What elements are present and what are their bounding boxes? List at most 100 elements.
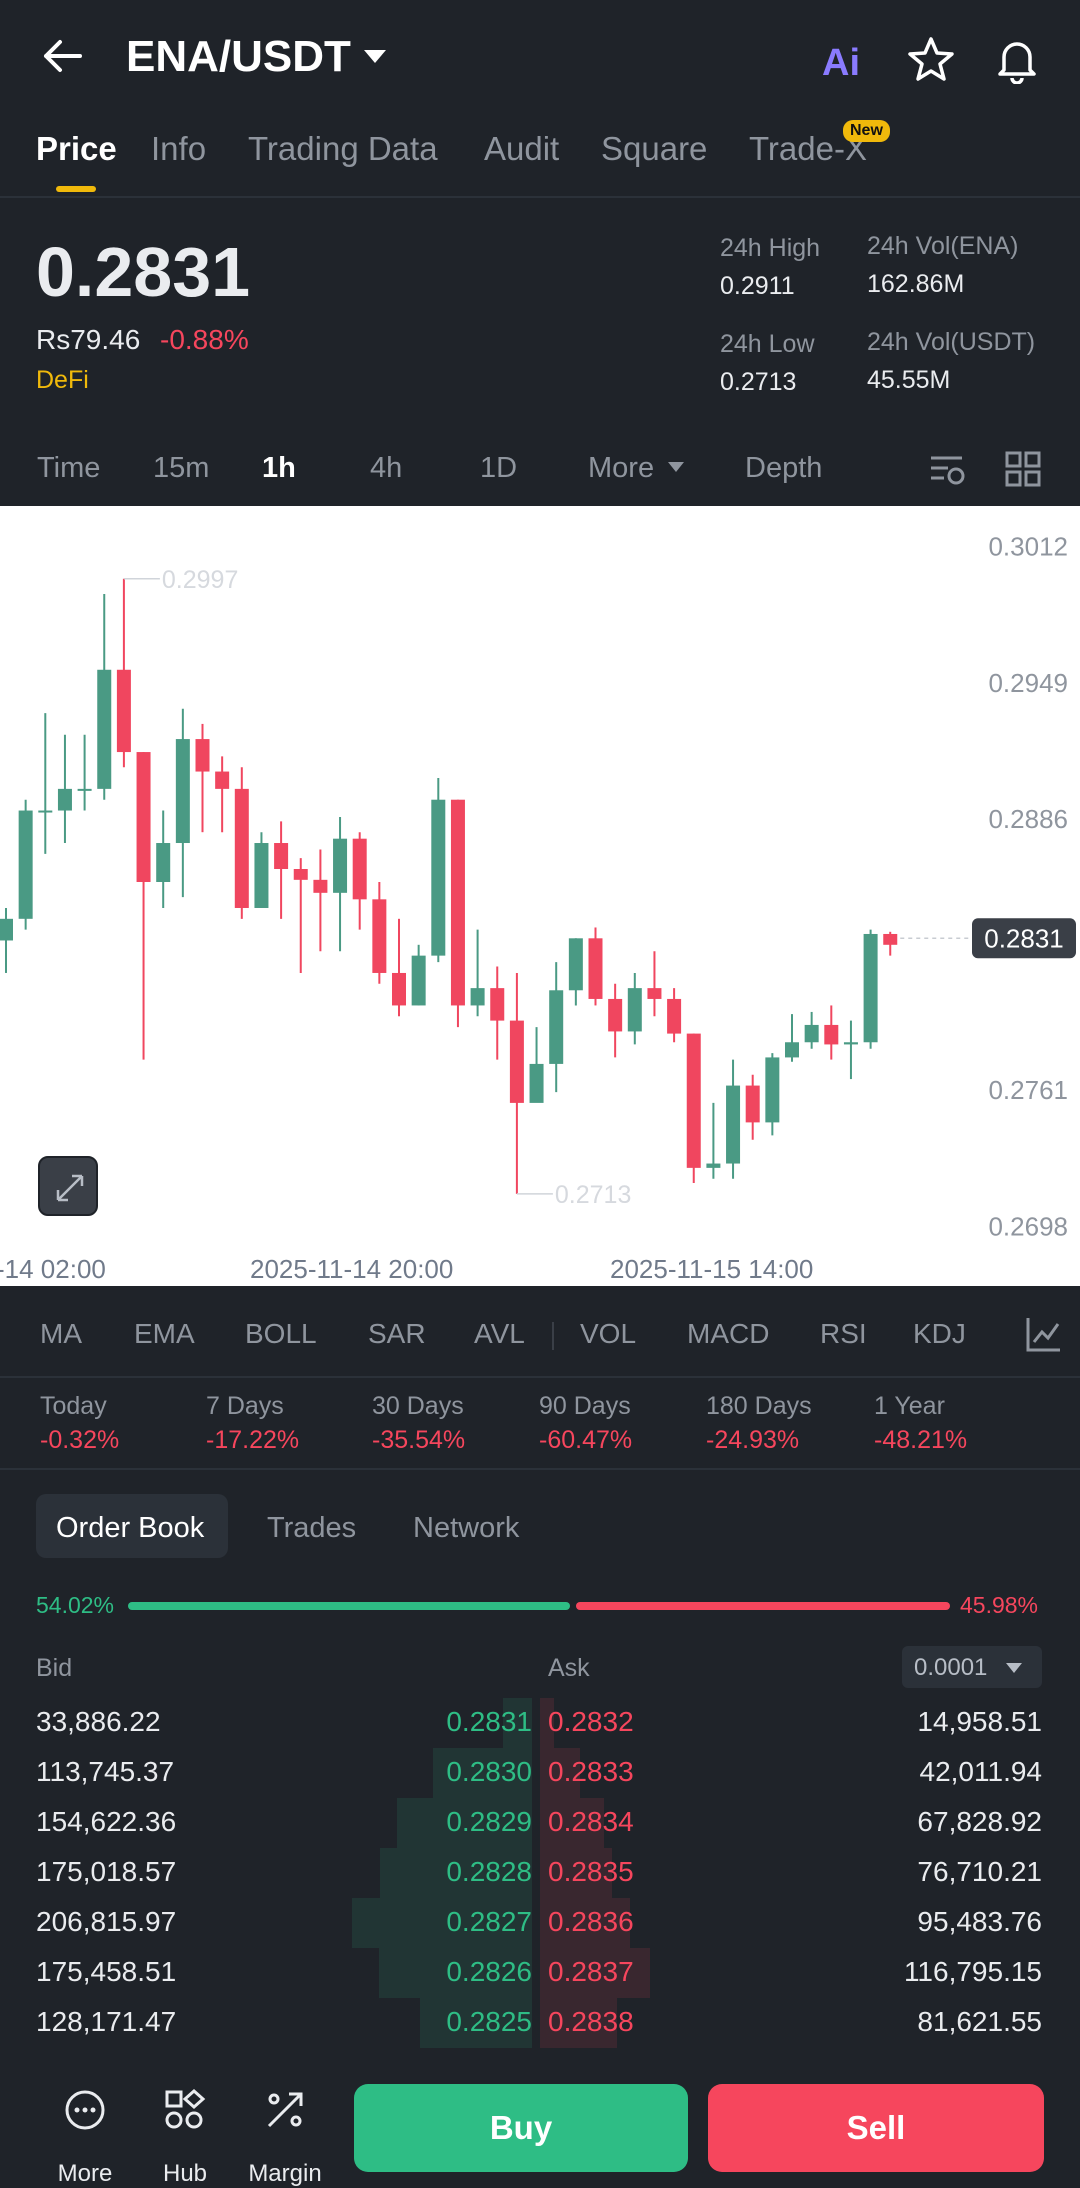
category-tag[interactable]: DeFi [36, 366, 89, 394]
hub-label: Hub [162, 2160, 208, 2187]
low-label: 24h Low [720, 330, 815, 358]
bid-price: 0.2830 [446, 1756, 532, 1787]
indicator-ema[interactable]: EMA [134, 1318, 195, 1349]
more-caret-icon [668, 462, 684, 472]
tab-square[interactable]: Square [601, 130, 708, 167]
high-label: 24h High [720, 234, 821, 262]
candle-body [568, 938, 583, 991]
tab-audit[interactable]: Audit [484, 130, 560, 167]
indicator-ma[interactable]: MA [40, 1318, 82, 1349]
ask-quantity: 14,958.51 [917, 1706, 1042, 1737]
chart-canvas[interactable]: 0.3012 0.2949 0.2886 0.2761 0.2698 -14 02:00 2… [0, 506, 1080, 1286]
tab-price[interactable]: Price [36, 130, 117, 167]
indicator-divider [552, 1322, 554, 1350]
low-value: 0.2713 [720, 368, 797, 396]
star-icon[interactable] [906, 34, 956, 84]
buy-button[interactable]: Buy [354, 2084, 688, 2172]
chart-settings-icon[interactable] [928, 450, 966, 488]
tab-trading-data[interactable]: Trading Data [248, 130, 438, 167]
interval-15m[interactable]: 15m [153, 452, 210, 484]
ask-price: 0.2836 [548, 1906, 634, 1937]
candle-body [863, 933, 878, 1043]
ask-depth-bar [540, 1798, 604, 1848]
ask-depth-bar [540, 1848, 613, 1898]
perf-value-1y: -48.21% [874, 1426, 968, 1454]
order-book-row[interactable]: 175,458.51 0.2826 0.2837 116,795.15 [0, 1948, 1080, 1998]
tab-info[interactable]: Info [151, 130, 207, 167]
expand-chart-button[interactable] [38, 1156, 98, 1216]
ai-icon[interactable]: Ai [822, 42, 860, 84]
candle-body [627, 988, 642, 1032]
order-book-row[interactable]: 128,171.47 0.2825 0.2838 81,621.55 [0, 1998, 1080, 2048]
candle-body [706, 1163, 721, 1168]
candle-body [647, 988, 662, 999]
indicator-boll[interactable]: BOLL [245, 1318, 317, 1349]
order-book-row[interactable]: 206,815.97 0.2827 0.2836 95,483.76 [0, 1898, 1080, 1948]
bid-quantity: 175,018.57 [36, 1856, 177, 1887]
sell-button[interactable]: Sell [708, 2084, 1044, 2172]
interval-1d[interactable]: 1D [480, 452, 518, 484]
interval-time[interactable]: Time [37, 452, 101, 484]
tab-order-book[interactable]: Order Book [56, 1512, 205, 1544]
more-button[interactable]: More [40, 2088, 130, 2187]
order-book-row[interactable]: 33,886.22 0.2831 0.2832 14,958.51 [0, 1698, 1080, 1748]
last-price-tag-text: 0.2831 [984, 923, 1064, 953]
interval-4h[interactable]: 4h [370, 452, 403, 484]
bid-quantity: 154,622.36 [36, 1806, 177, 1837]
interval-more[interactable]: More [588, 452, 655, 484]
candle-body [352, 838, 367, 900]
caret-down-icon[interactable] [364, 50, 386, 63]
margin-icon [267, 2092, 303, 2128]
interval-1h[interactable]: 1h [262, 452, 296, 484]
indicator-avl[interactable]: AVL [474, 1318, 525, 1349]
back-arrow-icon[interactable] [36, 30, 88, 82]
candle-body [0, 918, 13, 941]
tab-network[interactable]: Network [413, 1512, 520, 1544]
candlestick-chart[interactable]: 0.3012 0.2949 0.2886 0.2761 0.2698 -14 02:00 2… [0, 506, 1080, 1286]
y-tick-label: 0.2886 [988, 804, 1068, 834]
perf-label-30d: 30 Days [372, 1392, 464, 1420]
pair-title[interactable]: ENA/USDT [126, 32, 351, 81]
interval-bar: Time 15m 1h 4h 1D More Depth [0, 432, 1080, 506]
candle-body [824, 1024, 839, 1045]
candle-body [490, 988, 505, 1021]
candle-body [333, 838, 348, 893]
last-price: 0.2831 [36, 233, 251, 311]
margin-button[interactable]: Margin [240, 2088, 330, 2187]
more-label: More [57, 2160, 113, 2187]
indicator-bar: MA EMA BOLL SAR AVL VOL MACD RSI KDJ [0, 1286, 1080, 1378]
order-book-row[interactable]: 113,745.37 0.2830 0.2833 42,011.94 [0, 1748, 1080, 1798]
x-tick-label: 2025-11-14 20:00 [250, 1254, 453, 1284]
bid-depth-bar [397, 1798, 532, 1848]
precision-select[interactable]: 0.0001 [902, 1646, 1042, 1688]
indicator-sar[interactable]: SAR [368, 1318, 426, 1349]
ask-depth-bar [540, 1698, 555, 1748]
interval-depth[interactable]: Depth [745, 452, 823, 484]
indicator-vol[interactable]: VOL [580, 1318, 637, 1349]
ask-header: Ask [548, 1654, 590, 1682]
ask-price: 0.2837 [548, 1956, 634, 1987]
order-book-row[interactable]: 154,622.36 0.2829 0.2834 67,828.92 [0, 1798, 1080, 1848]
grid-layout-icon[interactable] [1004, 450, 1042, 488]
caret-down-icon [1006, 1663, 1022, 1673]
ask-ratio: 45.98% [960, 1592, 1039, 1618]
indicator-settings-icon[interactable] [1024, 1314, 1064, 1354]
fiat-price: Rs79.46 [36, 324, 141, 355]
order-book-row[interactable]: 175,018.57 0.2828 0.2835 76,710.21 [0, 1848, 1080, 1898]
indicator-rsi[interactable]: RSI [820, 1318, 867, 1349]
candle-body [804, 1024, 819, 1043]
tab-trades[interactable]: Trades [267, 1512, 357, 1544]
hub-button[interactable]: Hub [140, 2088, 230, 2187]
candle-body [175, 739, 190, 844]
bid-quantity: 175,458.51 [36, 1956, 177, 1987]
ask-quantity: 95,483.76 [917, 1906, 1042, 1937]
bell-icon[interactable] [992, 34, 1042, 84]
bid-ratio-bar [128, 1602, 570, 1610]
candle-body [195, 739, 210, 772]
indicator-kdj[interactable]: KDJ [913, 1318, 966, 1349]
indicator-macd[interactable]: MACD [687, 1318, 770, 1349]
ask-depth-bar [540, 1748, 580, 1798]
vol-quote-value: 45.55M [867, 366, 951, 394]
candle-body [470, 988, 485, 1006]
precision-value: 0.0001 [914, 1654, 988, 1681]
